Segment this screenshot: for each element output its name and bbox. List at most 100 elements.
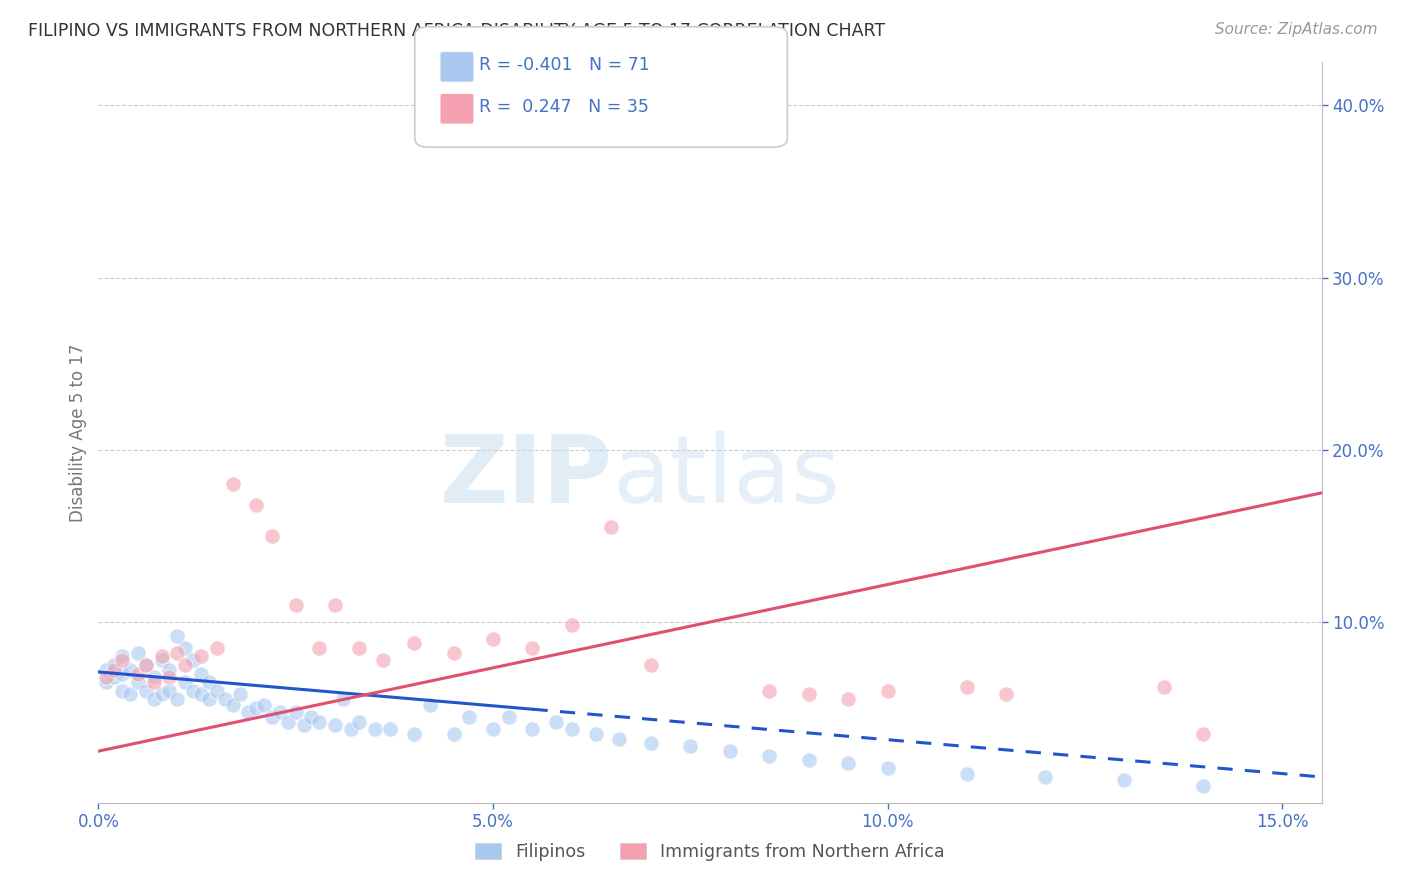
Point (103, 663, 125, 677)
Point (142, 670, 165, 684)
Point (166, 646, 188, 660)
Point (522, 722, 544, 736)
Point (127, 675, 149, 690)
Point (135, 684, 157, 698)
Point (758, 749, 780, 764)
Point (797, 753, 820, 767)
Point (561, 618, 583, 632)
Point (166, 629, 188, 643)
Point (142, 675, 165, 690)
Point (127, 646, 149, 660)
Point (103, 658, 125, 673)
Point (585, 727, 607, 741)
Point (181, 653, 204, 667)
Point (1153, 681, 1175, 695)
Y-axis label: Disability Age 5 to 17: Disability Age 5 to 17 (69, 343, 87, 522)
Point (174, 640, 197, 655)
Text: Source: ZipAtlas.com: Source: ZipAtlas.com (1215, 22, 1378, 37)
Point (214, 692, 236, 706)
Point (277, 714, 299, 729)
Point (419, 698, 441, 712)
Text: R = -0.401   N = 71: R = -0.401 N = 71 (479, 56, 650, 74)
Point (1114, 773, 1136, 788)
Point (323, 718, 346, 732)
Point (1035, 770, 1057, 784)
Point (443, 646, 465, 660)
Point (253, 698, 276, 712)
Point (498, 709, 520, 723)
Point (198, 692, 221, 706)
Point (190, 649, 212, 664)
Point (404, 727, 426, 741)
Point (301, 709, 323, 723)
Point (245, 498, 267, 512)
Point (292, 718, 315, 732)
Point (150, 653, 173, 667)
Point (640, 735, 662, 749)
Point (174, 658, 197, 673)
Point (150, 649, 173, 664)
Point (876, 761, 898, 775)
Point (371, 653, 394, 667)
Point (111, 666, 134, 681)
Point (111, 684, 134, 698)
Point (269, 705, 291, 719)
Point (482, 632, 505, 647)
Point (142, 692, 165, 706)
Point (260, 529, 283, 543)
Point (758, 684, 780, 698)
Point (174, 675, 197, 690)
Point (198, 675, 221, 690)
Point (308, 714, 330, 729)
Point (347, 640, 370, 655)
Text: ZIP: ZIP (439, 431, 612, 523)
Point (221, 477, 243, 491)
Point (118, 663, 141, 677)
Point (404, 635, 426, 649)
Point (607, 732, 630, 747)
Point (221, 698, 243, 712)
Point (332, 692, 354, 706)
Point (118, 687, 141, 701)
Point (159, 670, 181, 684)
Text: FILIPINO VS IMMIGRANTS FROM NORTHERN AFRICA DISABILITY AGE 5 TO 17 CORRELATION C: FILIPINO VS IMMIGRANTS FROM NORTHERN AFR… (28, 22, 886, 40)
Point (96, 663, 118, 677)
Point (159, 663, 181, 677)
Point (797, 687, 820, 701)
Point (955, 681, 977, 695)
Point (600, 520, 623, 534)
Point (135, 658, 157, 673)
Point (640, 658, 662, 673)
Point (837, 692, 859, 706)
Point (522, 640, 544, 655)
Point (190, 687, 212, 701)
Point (96, 670, 118, 684)
Point (284, 705, 307, 719)
Point (363, 722, 385, 736)
Point (190, 666, 212, 681)
Legend: Filipinos, Immigrants from Northern Africa: Filipinos, Immigrants from Northern Afri… (468, 837, 952, 868)
Point (103, 670, 125, 684)
Point (546, 714, 568, 729)
Point (260, 709, 283, 723)
Point (159, 684, 181, 698)
Point (205, 640, 228, 655)
Point (955, 766, 977, 780)
Point (1192, 779, 1215, 793)
Point (340, 722, 363, 736)
Point (718, 744, 741, 758)
Point (1192, 727, 1215, 741)
Point (380, 722, 402, 736)
Point (245, 701, 267, 715)
Point (238, 705, 260, 719)
Point (482, 722, 505, 736)
Point (150, 687, 173, 701)
Point (458, 709, 481, 723)
Point (166, 692, 188, 706)
Point (127, 666, 149, 681)
Point (443, 727, 465, 741)
Point (205, 684, 228, 698)
Point (229, 687, 252, 701)
Point (284, 598, 307, 612)
Point (181, 684, 204, 698)
